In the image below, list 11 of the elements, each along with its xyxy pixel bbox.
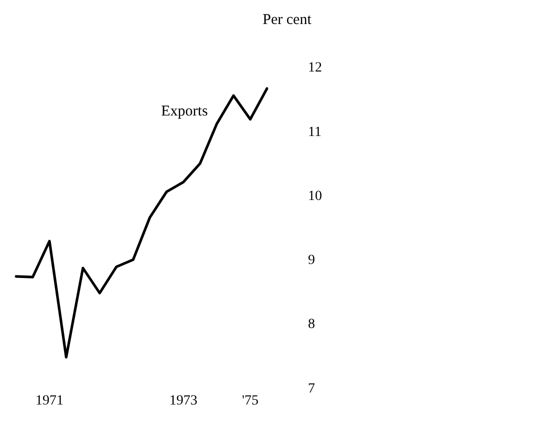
- y-tick-label: 12: [308, 60, 322, 76]
- series-label: Exports: [161, 104, 208, 120]
- y-tick-label: 7: [308, 381, 315, 396]
- y-axis-title: Per cent: [262, 12, 312, 28]
- x-tick-label: 1973: [169, 394, 198, 409]
- x-tick-label: '75: [242, 394, 259, 409]
- y-tick-label: 8: [308, 317, 315, 332]
- y-tick-label: 10: [308, 188, 322, 204]
- y-tick-label: 9: [308, 253, 315, 268]
- y-tick-label: 11: [308, 124, 322, 140]
- x-tick-label: 1971: [35, 394, 64, 409]
